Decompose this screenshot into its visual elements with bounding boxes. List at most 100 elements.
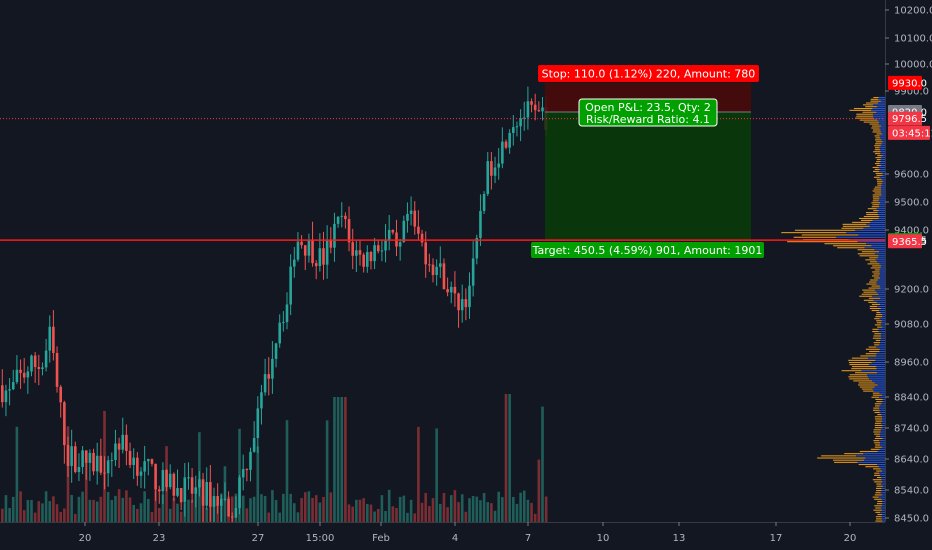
profile-bar [880, 312, 885, 314]
x-tick-label: 20 [844, 533, 857, 544]
candle-body [103, 472, 106, 474]
candle-body [55, 352, 59, 387]
volume-bar [340, 397, 344, 522]
candle-body [373, 245, 376, 262]
profile-bar [879, 135, 885, 137]
x-tick-label: 17 [770, 533, 783, 544]
profile-bar [857, 249, 875, 251]
volume-bar [161, 494, 165, 522]
candle-body [8, 389, 11, 391]
profile-bar [876, 470, 883, 472]
volume-bar [420, 502, 424, 522]
profile-bar [876, 490, 882, 492]
profile-bar [881, 192, 885, 194]
profile-bar [869, 123, 879, 125]
volume-bar [391, 506, 395, 522]
volume-bar [307, 491, 311, 522]
profile-bar [882, 133, 885, 135]
profile-bar [872, 166, 879, 169]
profile-bar [878, 102, 885, 104]
profile-bar [873, 96, 879, 99]
profile-bar [881, 477, 885, 479]
candle-body [63, 402, 66, 446]
profile-bar [876, 477, 882, 479]
profile-bar [869, 225, 885, 227]
profile-bar [879, 344, 885, 346]
profile-bar [881, 164, 885, 167]
candle-body [417, 226, 420, 234]
candle-body [223, 498, 227, 500]
candle-body [4, 390, 8, 403]
profile-bar [875, 444, 881, 446]
candle-body [479, 210, 482, 238]
profile-bar [866, 243, 885, 245]
candle-body [475, 237, 479, 259]
price-tag [888, 111, 922, 126]
profile-bar [872, 337, 882, 339]
volume-bar [413, 513, 417, 522]
profile-bar [882, 485, 885, 487]
volume-bar [99, 496, 103, 522]
profile-bar [880, 431, 885, 433]
profile-bar [879, 147, 885, 149]
profile-bar [876, 312, 881, 314]
profile-bar [876, 159, 881, 161]
profile-bar [882, 401, 885, 403]
candle-body [362, 254, 365, 267]
profile-bar [879, 318, 885, 320]
candle-body [293, 259, 296, 267]
candle-body [205, 482, 208, 506]
profile-bar [862, 104, 874, 106]
profile-bar [880, 492, 885, 494]
candle-body [512, 127, 515, 133]
profile-bar [880, 442, 885, 444]
candle-body [256, 408, 260, 438]
profile-bar [870, 98, 879, 100]
candle-body [26, 371, 30, 378]
profile-bar [874, 422, 881, 424]
candle-body [296, 241, 300, 260]
volume-bar [256, 446, 260, 522]
profile-bar [853, 107, 873, 110]
profile-bar [870, 267, 881, 269]
profile-bar [880, 100, 885, 102]
candle-body [139, 471, 143, 476]
candle-body [245, 469, 249, 471]
profile-bar [880, 339, 885, 341]
profile-bar [878, 200, 885, 202]
y-tick-label: 9080.0 [894, 320, 929, 331]
profile-bar [874, 418, 882, 420]
profile-bar [842, 223, 867, 225]
volume-bar [121, 497, 125, 522]
candle-body [380, 250, 384, 252]
volume-bar [44, 491, 48, 522]
candle-body [19, 369, 22, 373]
profile-bar [878, 210, 885, 212]
volume-bar [26, 500, 30, 522]
profile-bar [876, 133, 883, 135]
profile-bar [873, 299, 885, 301]
profile-bar [880, 277, 885, 279]
profile-bar [876, 283, 885, 285]
profile-bar [872, 388, 885, 390]
profile-bar [882, 420, 885, 422]
profile-bar [876, 301, 885, 303]
candle-body [325, 240, 329, 265]
candle-body [128, 450, 132, 465]
profile-bar [873, 104, 885, 106]
candle-body [435, 266, 438, 275]
profile-bar [881, 157, 885, 159]
profile-bar [833, 245, 872, 247]
profile-bar [880, 468, 885, 470]
profile-bar [855, 229, 885, 231]
profile-bar [856, 113, 873, 115]
profile-bar [875, 405, 880, 407]
profile-bar [873, 429, 881, 431]
profile-bar [852, 366, 877, 368]
profile-bar [881, 182, 885, 184]
profile-bar [874, 403, 882, 405]
profile-bar [870, 279, 878, 281]
